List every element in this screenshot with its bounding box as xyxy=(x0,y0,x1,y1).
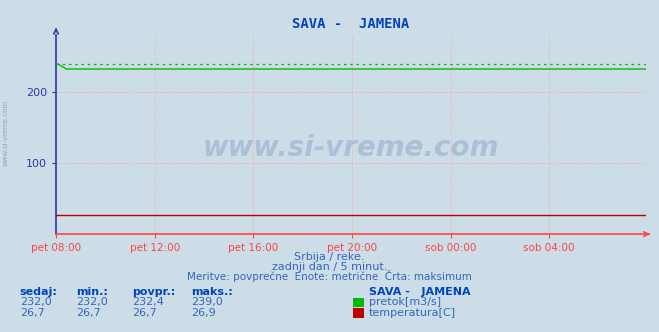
Text: Meritve: povprečne  Enote: metrične  Črta: maksimum: Meritve: povprečne Enote: metrične Črta:… xyxy=(187,270,472,282)
Text: www.si-vreme.com: www.si-vreme.com xyxy=(2,100,9,166)
Text: 26,7: 26,7 xyxy=(76,308,101,318)
Text: temperatura[C]: temperatura[C] xyxy=(369,308,456,318)
Text: maks.:: maks.: xyxy=(191,287,233,297)
Text: 26,7: 26,7 xyxy=(20,308,45,318)
Text: 232,0: 232,0 xyxy=(20,297,51,307)
Text: 232,4: 232,4 xyxy=(132,297,163,307)
Text: Srbija / reke.: Srbija / reke. xyxy=(295,252,364,262)
Text: www.si-vreme.com: www.si-vreme.com xyxy=(203,134,499,162)
Text: 232,0: 232,0 xyxy=(76,297,107,307)
Text: min.:: min.: xyxy=(76,287,107,297)
Text: 26,7: 26,7 xyxy=(132,308,157,318)
Text: pretok[m3/s]: pretok[m3/s] xyxy=(369,297,441,307)
Text: SAVA -   JAMENA: SAVA - JAMENA xyxy=(369,287,471,297)
Text: zadnji dan / 5 minut.: zadnji dan / 5 minut. xyxy=(272,262,387,272)
Text: povpr.:: povpr.: xyxy=(132,287,175,297)
Text: 26,9: 26,9 xyxy=(191,308,216,318)
Text: 239,0: 239,0 xyxy=(191,297,223,307)
Text: sedaj:: sedaj: xyxy=(20,287,57,297)
Title: SAVA -  JAMENA: SAVA - JAMENA xyxy=(293,17,409,31)
